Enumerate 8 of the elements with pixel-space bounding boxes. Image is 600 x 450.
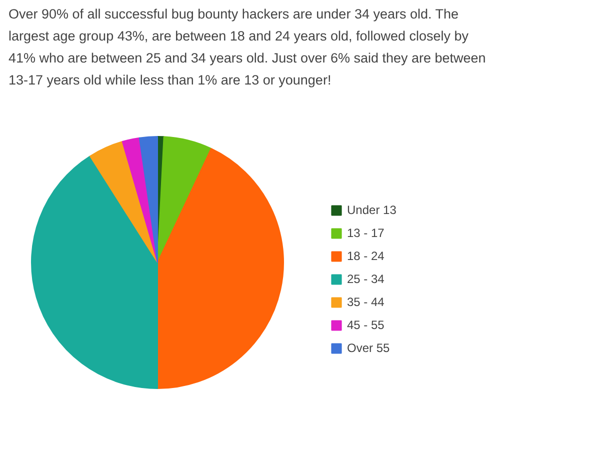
chart-title: Over 90% of all successful bug bounty hackers are under 34 years old. The largest age group 43%, are between 18 and 24 years old, followed closely by 41% who are between 25 and 34 years old. Just over 6% said they are between 13-17 years old while less than 1% are 13 or younger! xyxy=(8,6,486,88)
legend-label: 35 - 44 xyxy=(347,295,384,309)
legend-label: 13 - 17 xyxy=(347,226,384,240)
legend-label: 18 - 24 xyxy=(347,249,384,263)
legend-label: Over 55 xyxy=(347,341,390,355)
legend-label: Under 13 xyxy=(347,203,396,217)
legend-label: 25 - 34 xyxy=(347,272,384,286)
legend-label: 45 - 55 xyxy=(347,318,384,332)
